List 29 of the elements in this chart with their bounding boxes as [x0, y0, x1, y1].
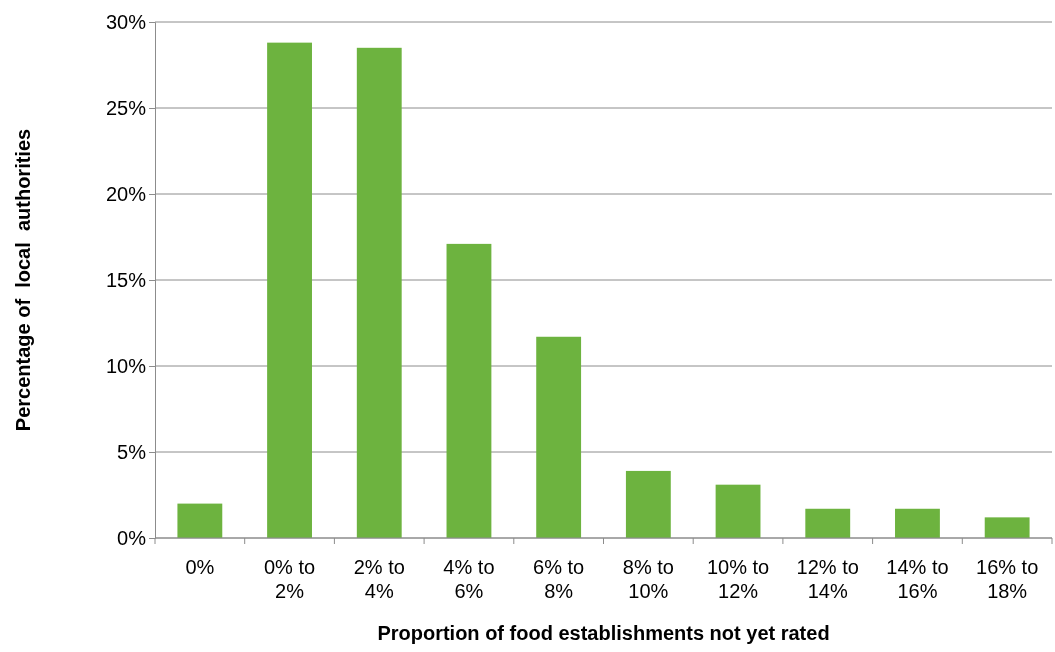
x-tick-label: 2% to 4% — [353, 556, 405, 602]
x-tick-label: 14% to 16% — [886, 556, 949, 602]
bar — [984, 517, 1030, 538]
bar — [536, 336, 582, 538]
bar — [625, 470, 671, 538]
x-axis-title: Proportion of food establishments not yet rated — [377, 622, 830, 644]
y-tick-label: 20% — [105, 182, 147, 205]
bar — [446, 243, 492, 538]
bar — [895, 508, 940, 538]
y-tick-label: 10% — [105, 354, 147, 377]
y-tick-label: 0% — [117, 526, 147, 549]
y-axis-title: Percentage of local authorities — [12, 128, 34, 432]
x-tick-label: 6% to 8% — [533, 556, 585, 602]
x-tick-label: 0% — [185, 556, 215, 578]
x-tick-label: 0% to 2% — [263, 556, 316, 602]
y-tick-label: 25% — [105, 96, 147, 119]
x-tick-label: 8% to 10% — [622, 556, 674, 602]
bar — [356, 47, 402, 538]
bar — [715, 484, 761, 538]
bar — [805, 508, 851, 538]
y-tick-label: 15% — [105, 268, 147, 291]
y-tick-label: 30% — [105, 10, 147, 33]
y-tick-label: 5% — [117, 440, 147, 463]
x-tick-label: 10% to 12% — [706, 556, 770, 602]
bar — [267, 42, 312, 538]
x-tick-label: 4% to 6% — [443, 556, 495, 602]
x-tick-label: 16% to 18% — [976, 556, 1039, 602]
bar — [177, 503, 223, 538]
x-tick-label: 12% to 14% — [796, 556, 859, 602]
